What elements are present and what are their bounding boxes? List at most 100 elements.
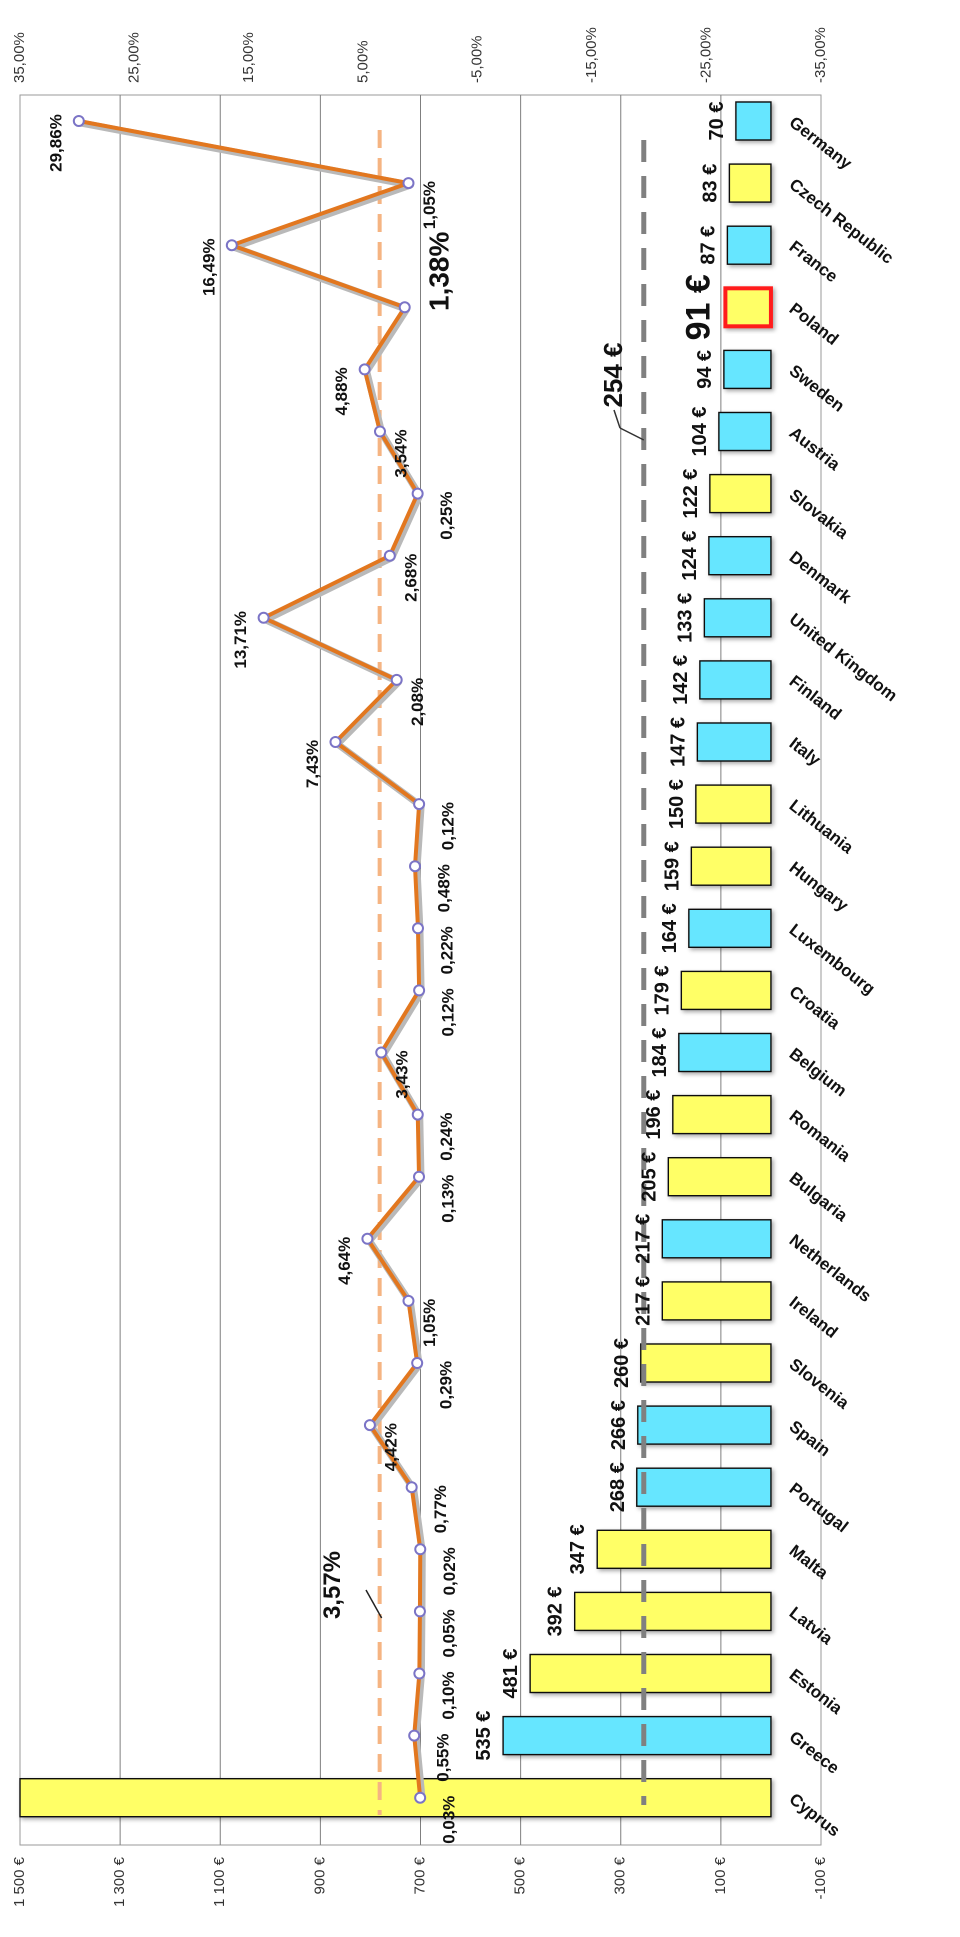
category-label: Sweden bbox=[786, 361, 848, 416]
bar-value-label: 268 € bbox=[607, 1462, 629, 1512]
category-label: Ireland bbox=[786, 1293, 842, 1342]
bar-value-label: 217 € bbox=[632, 1276, 654, 1326]
average-cost-leader bbox=[619, 427, 645, 441]
category-label: Portugal bbox=[786, 1479, 852, 1536]
rate-value-label: 0,12% bbox=[439, 802, 458, 850]
bar-denmark bbox=[708, 536, 772, 576]
rate-point bbox=[413, 1605, 426, 1618]
category-label: Bulgaria bbox=[786, 1168, 852, 1225]
rate-value-label: 0,77% bbox=[431, 1485, 450, 1533]
bar-value-label: 217 € bbox=[632, 1214, 654, 1264]
bar-value-label: 481 € bbox=[500, 1648, 522, 1698]
rate-point bbox=[414, 1791, 427, 1804]
rate-point bbox=[225, 239, 238, 252]
category-label: Spain bbox=[786, 1417, 834, 1460]
bar-spain bbox=[637, 1405, 772, 1445]
right-axis-tick-label: 5,00% bbox=[354, 40, 371, 83]
rate-point bbox=[402, 1294, 415, 1307]
bar-value-label: 184 € bbox=[649, 1027, 671, 1077]
category-label: Slovakia bbox=[786, 485, 852, 543]
left-axis-tick-label: -100 € bbox=[812, 1856, 829, 1899]
rate-value-label: 4,42% bbox=[381, 1423, 400, 1471]
rate-value-label: 2,08% bbox=[408, 678, 427, 726]
category-label: Finland bbox=[786, 672, 845, 724]
bar-value-label: 142 € bbox=[670, 655, 692, 705]
rate-point bbox=[363, 1419, 376, 1432]
bar-value-label: 104 € bbox=[689, 406, 711, 456]
bar-value-label: 196 € bbox=[643, 1090, 665, 1140]
rate-value-label: 0,22% bbox=[437, 926, 456, 974]
bar-value-label: 124 € bbox=[679, 531, 701, 581]
category-label: Hungary bbox=[786, 858, 852, 916]
rate-value-label: 0,12% bbox=[439, 988, 458, 1036]
bar-slovenia bbox=[640, 1343, 772, 1383]
category-label: Croatia bbox=[786, 982, 844, 1033]
category-label: Italy bbox=[786, 734, 825, 770]
left-axis-tick-label: 1 300 € bbox=[111, 1856, 128, 1907]
bar-poland bbox=[723, 286, 773, 329]
category-label: Cyprus bbox=[786, 1789, 844, 1840]
rate-line-shadow bbox=[80, 119, 426, 1801]
bar-malta bbox=[596, 1529, 772, 1570]
category-label: Estonia bbox=[786, 1665, 847, 1718]
right-axis-tick-label: -5,00% bbox=[469, 35, 486, 83]
rate-point bbox=[375, 1046, 388, 1059]
bar-bulgaria bbox=[667, 1156, 772, 1197]
rate-point bbox=[408, 1729, 421, 1742]
rate-point bbox=[398, 301, 411, 314]
bar-value-label: 159 € bbox=[661, 841, 683, 891]
left-axis-tick-label: 1 500 € bbox=[11, 1856, 28, 1907]
category-label: Poland bbox=[786, 299, 842, 349]
rate-value-label: 0,55% bbox=[434, 1733, 453, 1781]
rate-point bbox=[411, 487, 424, 500]
rate-point bbox=[373, 425, 386, 438]
category-label: Slovenia bbox=[786, 1355, 853, 1413]
rate-line bbox=[78, 119, 423, 1798]
bar-netherlands bbox=[661, 1219, 772, 1259]
category-label: Latvia bbox=[786, 1603, 837, 1649]
category-label: Greece bbox=[786, 1727, 843, 1777]
rate-point bbox=[402, 177, 415, 190]
rate-value-label: 0,13% bbox=[438, 1175, 457, 1223]
average-cost-leader bbox=[613, 409, 621, 429]
rate-point bbox=[411, 1108, 424, 1121]
rate-point bbox=[361, 1232, 374, 1245]
bar-lithuania bbox=[695, 784, 772, 824]
rate-value-label: 13,71% bbox=[231, 611, 250, 669]
bar-value-label: 150 € bbox=[666, 779, 688, 829]
rate-value-label: 0,10% bbox=[439, 1671, 458, 1719]
highlight-cost-label: 91 € bbox=[679, 274, 717, 340]
bar-cyprus bbox=[19, 1777, 772, 1818]
bar-germany bbox=[735, 101, 772, 141]
bar-latvia bbox=[573, 1591, 772, 1632]
rate-value-label: 0,25% bbox=[437, 491, 456, 539]
right-axis-tick-label: 15,00% bbox=[240, 32, 257, 83]
bar-ireland bbox=[661, 1281, 772, 1321]
bar-value-label: 164 € bbox=[659, 903, 681, 953]
rate-value-label: 0,24% bbox=[437, 1112, 456, 1160]
rate-point bbox=[413, 1170, 426, 1183]
rate-value-label: 3,43% bbox=[393, 1050, 412, 1098]
bar-value-label: 535 € bbox=[473, 1711, 495, 1761]
rate-value-label: 1,05% bbox=[420, 181, 439, 229]
bar-slovakia bbox=[709, 473, 772, 514]
rate-point bbox=[413, 798, 426, 811]
category-label: France bbox=[786, 237, 842, 286]
bar-portugal bbox=[636, 1467, 772, 1507]
bar-value-label: 133 € bbox=[674, 593, 696, 643]
rate-point bbox=[413, 984, 426, 997]
left-axis-tick-label: 900 € bbox=[311, 1856, 328, 1894]
bar-value-label: 94 € bbox=[694, 350, 716, 389]
bar-value-label: 87 € bbox=[697, 226, 719, 265]
category-label: Lithuania bbox=[786, 796, 858, 858]
category-label: Belgium bbox=[786, 1044, 851, 1100]
rate-value-label: 0,29% bbox=[437, 1361, 456, 1409]
bar-value-label: 179 € bbox=[651, 965, 673, 1015]
bar-italy bbox=[696, 722, 772, 762]
left-axis-tick-label: 100 € bbox=[712, 1856, 729, 1894]
bar-value-label: 205 € bbox=[638, 1152, 660, 1202]
rate-value-label: 7,43% bbox=[303, 740, 322, 788]
left-axis-tick-label: 1 100 € bbox=[211, 1856, 228, 1907]
